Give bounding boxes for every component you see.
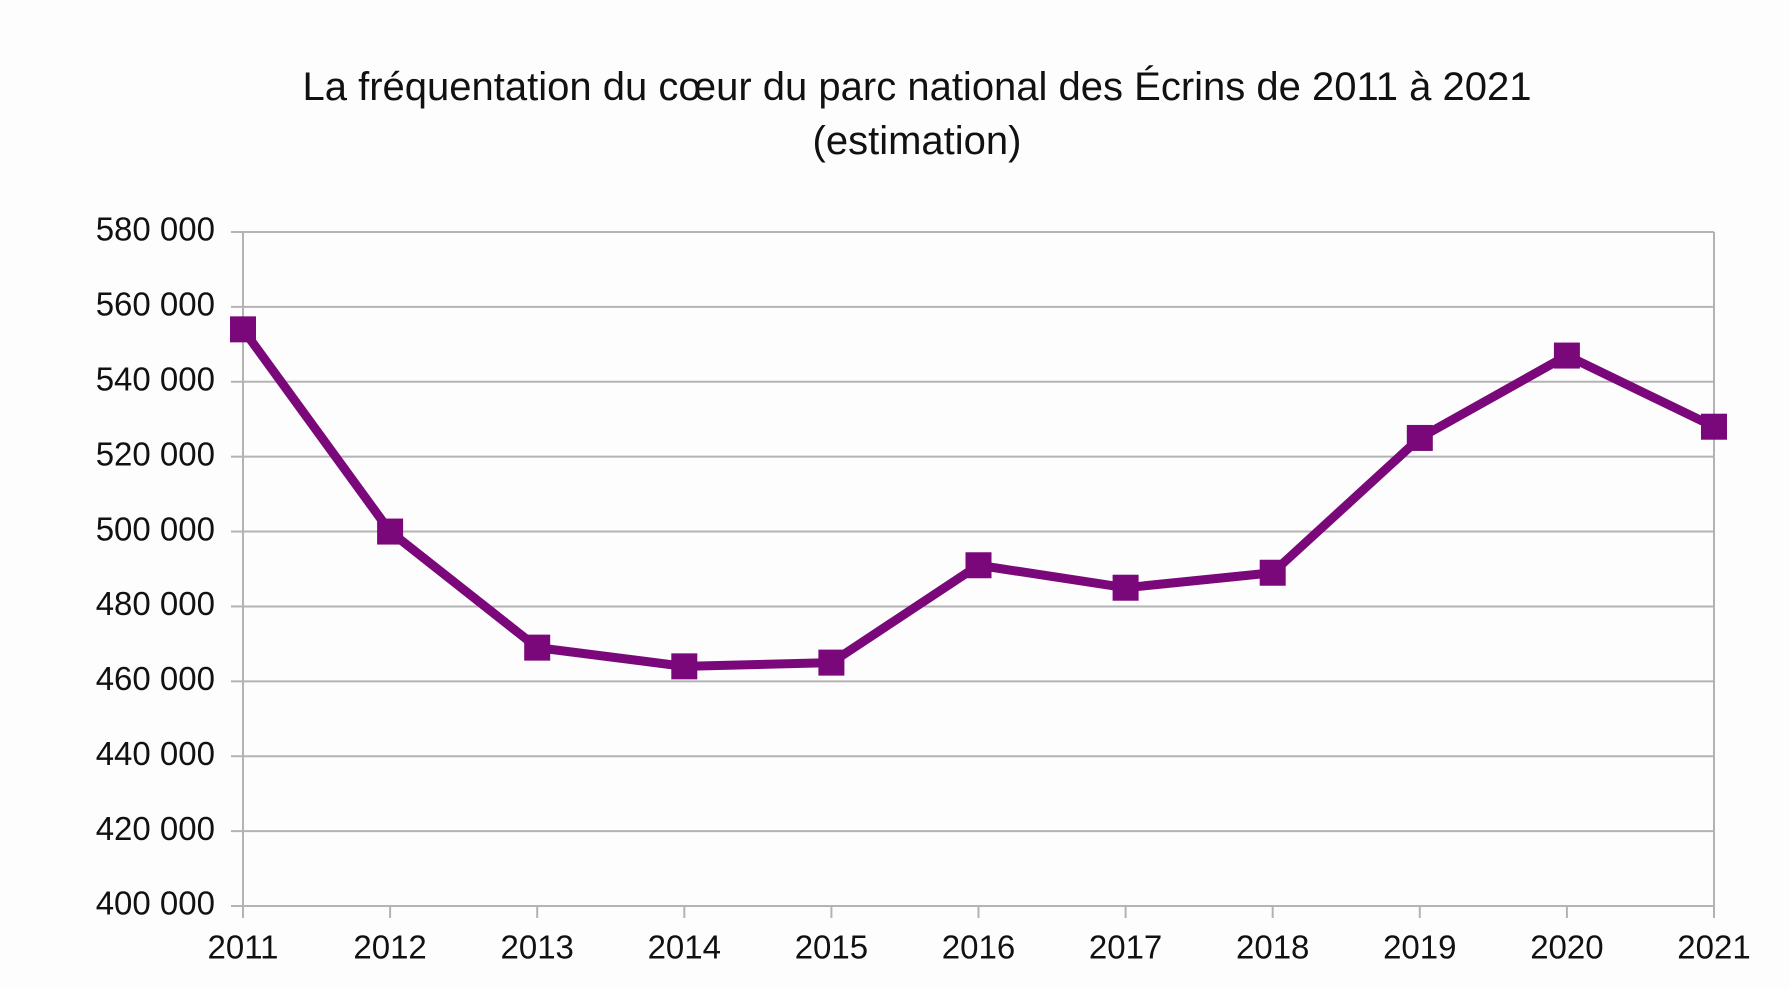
y-tick-label: 560 000 (96, 286, 215, 323)
x-tick-label: 2011 (208, 929, 279, 966)
x-tick-label: 2021 (1677, 929, 1750, 966)
data-point (818, 649, 845, 676)
y-tick-label: 500 000 (96, 510, 215, 547)
x-tick-label: 2016 (942, 929, 1015, 966)
data-point (1406, 424, 1433, 451)
data-point (1259, 559, 1286, 586)
x-tick-label: 2020 (1530, 929, 1603, 966)
x-tick-label: 2013 (500, 929, 573, 966)
y-tick-label: 520 000 (96, 435, 215, 472)
x-tick-label: 2015 (795, 929, 868, 966)
y-tick-label: 460 000 (96, 660, 215, 697)
x-tick-label: 2012 (353, 929, 426, 966)
data-line (239, 326, 1716, 671)
y-tick-label: 400 000 (96, 885, 215, 922)
data-point (1701, 413, 1727, 440)
data-point (1553, 342, 1580, 369)
data-point (377, 518, 404, 545)
data-point (965, 552, 992, 579)
y-tick-label: 580 000 (96, 211, 215, 248)
x-tick-label: 2019 (1383, 929, 1456, 966)
chart-title: La fréquentation du cœur du parc nationa… (302, 65, 1532, 163)
x-tick-label: 2014 (648, 929, 721, 966)
data-point (524, 634, 551, 661)
y-tick-label: 540 000 (96, 360, 215, 397)
x-tick-label: 2018 (1236, 929, 1309, 966)
data-point (671, 653, 698, 680)
y-tick-label: 440 000 (96, 735, 215, 772)
data-point (1112, 574, 1139, 601)
data-point (230, 316, 256, 343)
x-tick-label: 2017 (1089, 929, 1162, 966)
y-tick-label: 480 000 (96, 585, 215, 622)
y-tick-label: 420 000 (96, 810, 215, 847)
